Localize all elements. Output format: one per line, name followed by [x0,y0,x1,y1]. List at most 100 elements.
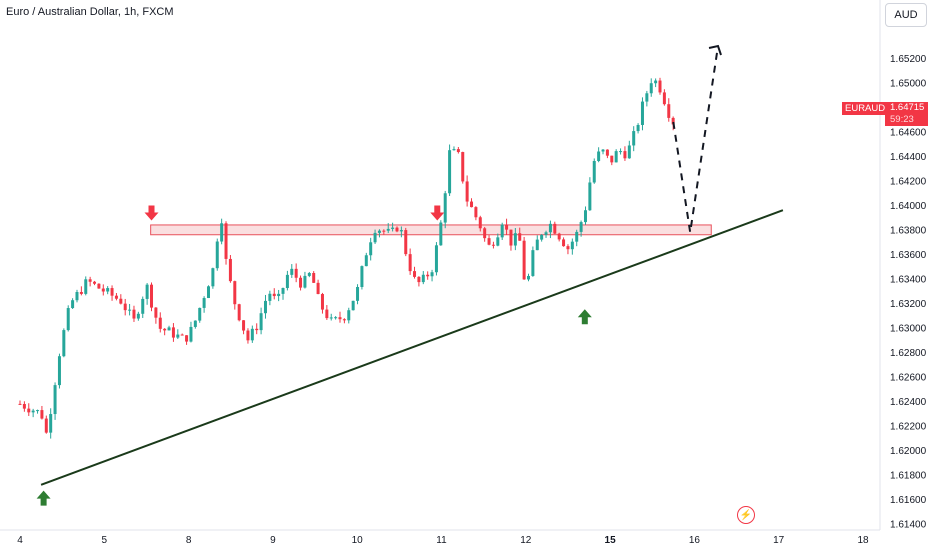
candle-body [307,272,311,276]
arrow-down-icon [430,205,445,221]
x-tick-label: 17 [773,535,785,546]
candle-body [470,201,474,208]
candle-body [263,300,267,314]
candle-body [500,224,504,238]
candle-body [242,320,246,331]
candle-body [610,155,614,163]
candle-body [303,275,307,288]
candle-body [636,124,640,132]
candle-body [443,193,447,223]
candle-body [496,237,500,246]
candle-body [597,151,601,162]
y-tick-label: 1.64000 [890,201,927,212]
candle-body [180,334,184,336]
candle-body [614,151,618,163]
arrow-up-icon [577,309,592,325]
y-tick-label: 1.64200 [890,176,927,187]
candle-body [325,309,329,319]
candle-body [342,319,346,321]
projection-path [672,45,719,233]
candle-body [430,272,434,277]
candle-body [426,274,430,277]
candle-body [654,80,658,84]
candle-body [505,224,509,230]
candle-body [408,254,412,272]
x-tick-label: 8 [186,535,192,546]
currency-button[interactable]: AUD [885,3,927,27]
candle-body [588,182,592,211]
candle-body [110,288,114,296]
candle-body [601,149,605,152]
x-tick-label: 15 [605,535,617,546]
candle-body [255,328,259,331]
candle-body [259,313,263,331]
candle-body [237,304,241,321]
candle-body [62,330,66,357]
candle-body [645,93,649,102]
candle-body [163,328,167,331]
support-trendline [40,209,784,486]
candle-body [312,272,316,283]
candle-body [49,414,53,433]
candle-body [509,229,513,246]
candle-body [583,210,587,223]
candle-body [413,271,417,277]
candle-body [132,309,136,319]
projection-arrowhead [708,44,722,56]
candle-body [22,403,26,409]
y-tick-label: 1.63600 [890,250,927,261]
candle-body [553,223,557,234]
candle-body [456,149,460,153]
candle-body [57,356,61,386]
candle-body [198,307,202,321]
candle-body [84,279,88,294]
lightning-icon[interactable]: ⚡ [737,506,755,524]
candle-body [189,326,193,342]
candle-body [649,83,653,94]
candle-body [640,101,644,125]
y-tick-label: 1.64400 [890,152,927,163]
y-tick-label: 1.62000 [890,446,927,457]
candle-body [623,151,627,159]
candle-body [228,258,232,282]
candle-body [399,230,403,232]
candle-body [417,276,421,283]
candle-body [31,410,35,413]
candle-body [662,92,666,105]
candle-body [101,288,105,292]
candle-body [487,238,491,245]
candle-body [93,281,97,284]
candle-body [356,286,360,301]
candle-body [377,230,381,233]
y-tick-label: 1.61400 [890,520,927,531]
candle-body [119,298,123,304]
candle-body [478,217,482,229]
candle-body [128,309,132,311]
candle-body [448,150,452,194]
candle-body [250,328,254,341]
candle-body [215,241,219,269]
candle-body [18,403,22,405]
candle-body [202,298,206,308]
candle-body [491,244,495,246]
candle-body [154,307,158,318]
candle-body [268,293,272,301]
candle-body [570,241,574,250]
x-tick-label: 10 [352,535,364,546]
candle-body [364,255,368,267]
candle-body [483,228,487,239]
x-tick-label: 16 [689,535,701,546]
candle-body [211,268,215,287]
arrow-down-icon [144,205,159,221]
candle-body [351,300,355,311]
candle-body [66,308,70,331]
candle-body [465,181,469,202]
candle-body [421,274,425,283]
price-badge: 1.64715 59:23 [885,102,928,126]
candle-body [391,227,395,229]
candle-body [386,228,390,231]
candle-body [522,240,526,280]
candle-body [671,117,675,125]
x-tick-label: 5 [102,535,108,546]
